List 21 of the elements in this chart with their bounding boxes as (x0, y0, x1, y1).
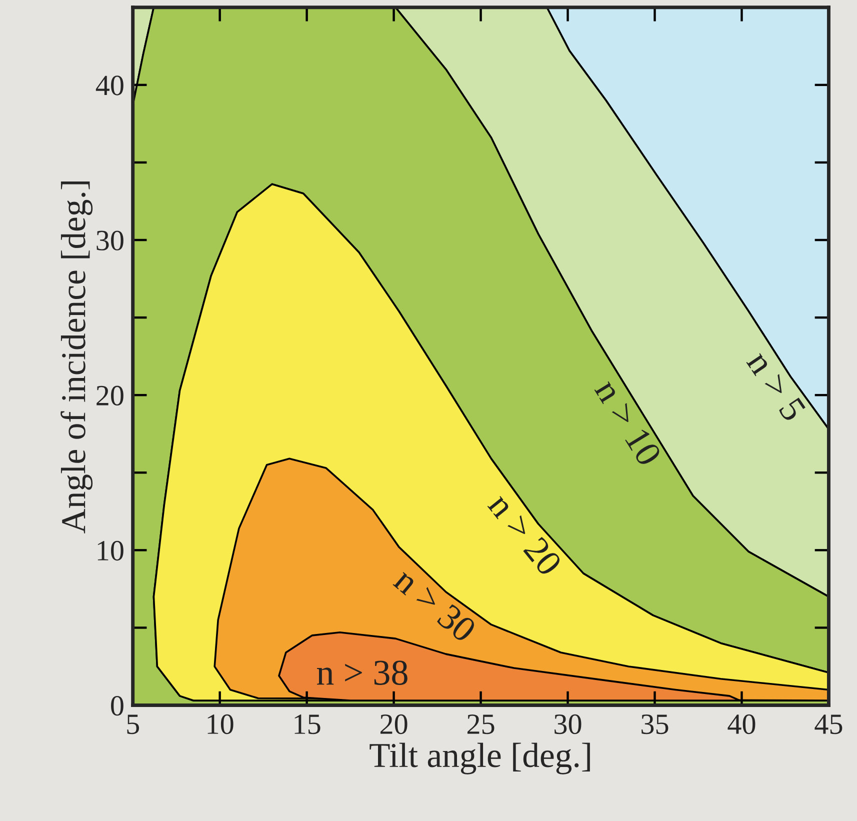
y-tick-label: 10 (98, 540, 124, 561)
x-tick-label: 5 (127, 714, 139, 734)
y-tick-label: 0 (111, 696, 124, 716)
x-tick-label: 10 (208, 714, 234, 734)
x-tick-label: 15 (294, 714, 320, 734)
x-tick-label: 40 (728, 714, 756, 734)
y-tick-label: 30 (96, 230, 124, 250)
y-axis-title: Angle of incidence [deg.] (60, 182, 93, 534)
x-tick-label: 30 (554, 714, 582, 734)
x-axis-title: Tilt angle [deg.] (370, 742, 590, 774)
series-label: n > 30 (392, 566, 478, 644)
x-tick-label: 20 (380, 714, 408, 734)
series-label: n > 20 (487, 491, 563, 577)
series-label: n > 38 (317, 660, 408, 685)
x-tick-label: 45 (814, 714, 842, 734)
y-tick-label: 20 (96, 386, 124, 406)
x-tick-label: 25 (467, 714, 494, 734)
x-tick-label: 35 (642, 714, 668, 734)
series-label: n > 10 (594, 377, 662, 468)
legend-label: n > 5 (746, 349, 806, 422)
y-tick-label: 40 (96, 76, 124, 96)
